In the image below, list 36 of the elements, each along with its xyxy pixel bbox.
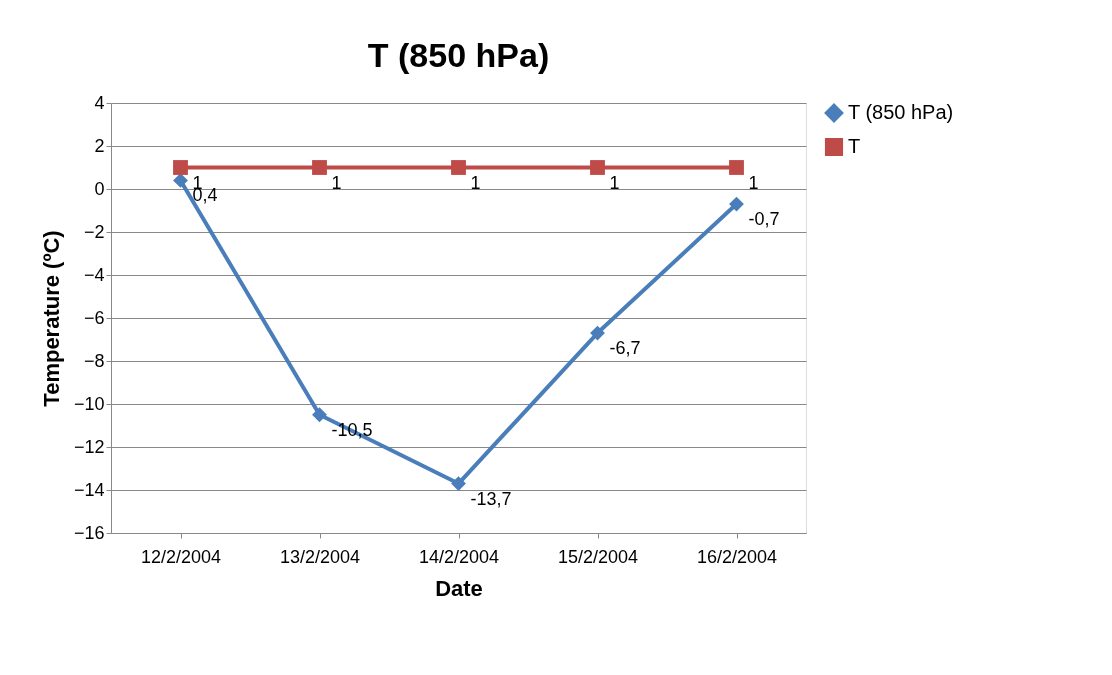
y-tick-label: −4 — [83, 264, 105, 285]
point — [312, 160, 327, 175]
y-axis-title: Temperature (ºC) — [38, 230, 64, 407]
point — [451, 476, 466, 491]
data-label: 1 — [470, 172, 481, 193]
data-label: 1 — [331, 172, 342, 193]
x-tick-label: 12/2/2004 — [140, 546, 222, 567]
data-label: -13,7 — [470, 488, 512, 509]
y-tick-label: −10 — [73, 393, 105, 414]
point — [729, 160, 744, 175]
y-tick-label: 2 — [94, 135, 105, 156]
x-tick-label: 14/2/2004 — [418, 546, 500, 567]
data-label: -0,7 — [748, 209, 780, 230]
point — [312, 407, 327, 423]
y-tick-label: −8 — [83, 350, 105, 371]
y-tick-label: −14 — [73, 479, 105, 500]
legend-label: T (850 hPa) — [848, 101, 954, 123]
x-tick-label: 13/2/2004 — [279, 546, 361, 567]
point — [590, 160, 605, 175]
y-tick-label: 4 — [94, 92, 105, 113]
chart-title: T (850 hPa) — [367, 36, 550, 74]
x-tick-label: 15/2/2004 — [557, 546, 639, 567]
data-label: 1 — [748, 172, 759, 193]
legend-label: T — [848, 135, 861, 157]
y-tick-label: −2 — [83, 221, 105, 242]
point — [451, 160, 466, 175]
x-tick-label: 16/2/2004 — [696, 546, 778, 567]
y-tick-label: −6 — [83, 307, 105, 328]
y-tick-label: −16 — [73, 522, 105, 543]
point — [173, 172, 188, 188]
x-axis-title: Date — [435, 575, 483, 601]
point — [173, 160, 188, 175]
data-label: 1 — [609, 172, 620, 193]
data-label: -6,7 — [609, 338, 641, 359]
y-tick-label: 0 — [94, 178, 105, 199]
y-tick-label: −12 — [73, 436, 105, 457]
